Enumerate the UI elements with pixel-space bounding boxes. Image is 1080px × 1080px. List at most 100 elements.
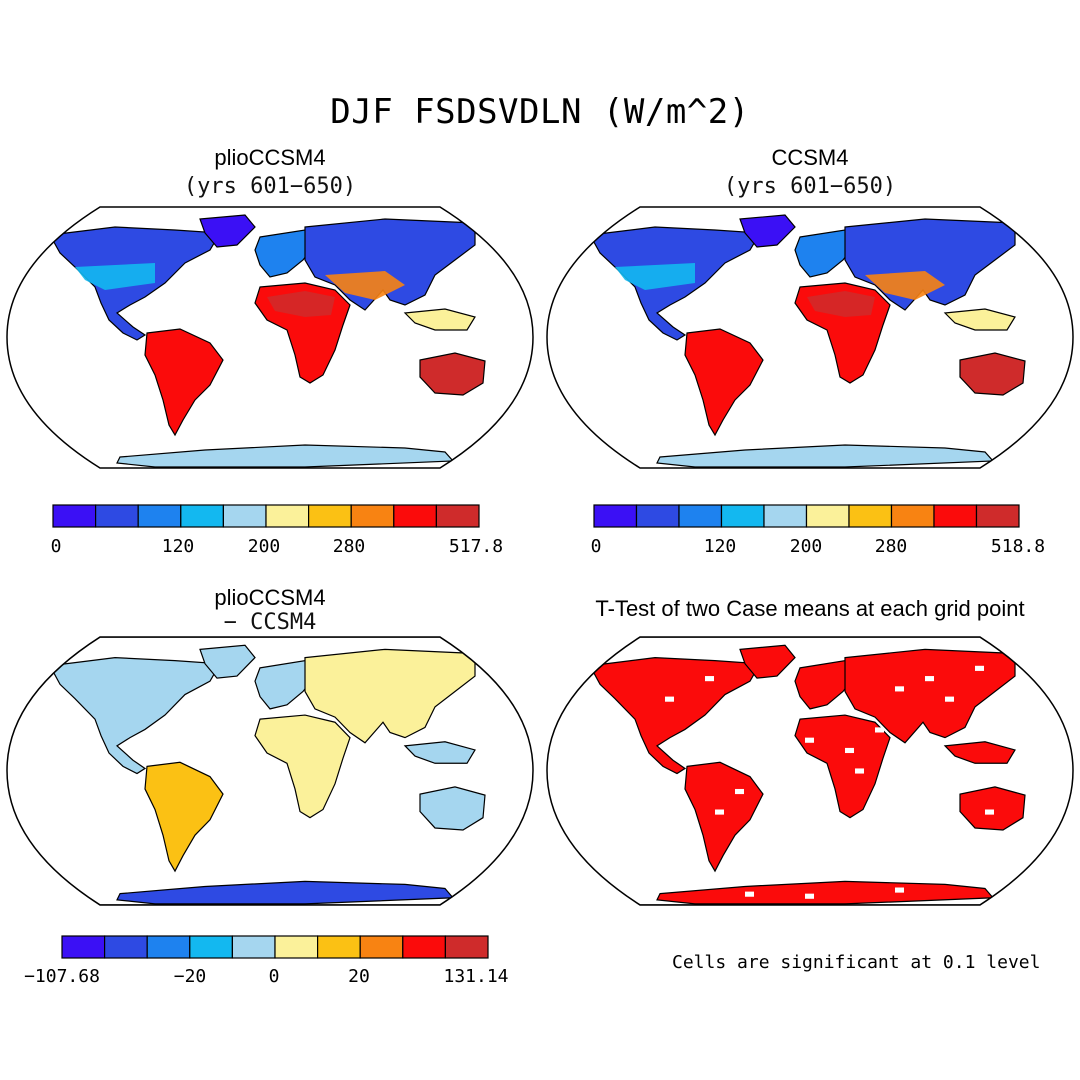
insignificant-cell bbox=[705, 676, 714, 682]
landmass-africa bbox=[794, 714, 891, 819]
cb2-tick-label: 518.8 bbox=[990, 536, 1046, 557]
landmass-asia bbox=[844, 648, 1016, 744]
colorbar-swatch bbox=[146, 935, 191, 959]
landmass-namerica bbox=[49, 656, 222, 775]
colorbar-swatch bbox=[933, 504, 978, 528]
landmass-australia bbox=[959, 786, 1026, 831]
landmass-greenland bbox=[199, 214, 256, 248]
map-frame bbox=[6, 206, 534, 469]
landmass-greenland bbox=[739, 644, 796, 679]
map-panel-plio bbox=[6, 206, 534, 469]
panel-3-title: plioCCSM4 bbox=[214, 585, 326, 610]
map-panel-ttest bbox=[546, 636, 1074, 906]
panel-1-subtitle: (yrs 601−650) bbox=[183, 174, 357, 199]
colorbar-plio bbox=[52, 504, 480, 528]
colorbar-swatch bbox=[274, 935, 319, 959]
map-frame bbox=[6, 636, 534, 906]
landmass-greenland bbox=[199, 644, 256, 679]
colorbar-swatch bbox=[678, 504, 723, 528]
landmass-seasia bbox=[403, 741, 476, 764]
colorbar-swatch bbox=[317, 935, 361, 959]
colorbar-ccsm4 bbox=[593, 504, 1020, 528]
insignificant-cell bbox=[805, 893, 814, 899]
insignificant-cell bbox=[945, 696, 954, 702]
south-asia-band bbox=[865, 271, 945, 300]
landmass-samerica bbox=[144, 328, 224, 437]
map-panel-ccsm4 bbox=[546, 206, 1074, 469]
insignificant-cell bbox=[715, 809, 724, 815]
landmass-asia bbox=[304, 648, 476, 744]
colorbar-swatch bbox=[52, 504, 97, 528]
cb3-tick-label: −107.68 bbox=[24, 966, 100, 987]
landmass-greenland bbox=[739, 214, 796, 248]
colorbar-swatch bbox=[720, 504, 765, 528]
colorbar-swatch bbox=[94, 504, 139, 528]
landmass-antarctica bbox=[656, 880, 995, 905]
colorbar-swatch bbox=[848, 504, 893, 528]
cb3-tick-label: 0 bbox=[268, 966, 280, 987]
landmass-namerica bbox=[589, 656, 762, 775]
insignificant-cell bbox=[925, 676, 934, 682]
map-panel-diff bbox=[6, 636, 534, 906]
colorbar-swatch bbox=[975, 504, 1020, 528]
panel-3-subtitle: − CCSM4 bbox=[223, 610, 317, 635]
colorbar-swatch bbox=[359, 935, 404, 959]
cb2-tick-label: 200 bbox=[789, 536, 823, 557]
cb3-tick-label: −20 bbox=[173, 966, 207, 987]
colorbar-swatch bbox=[231, 935, 276, 959]
colorbar-swatch bbox=[308, 504, 352, 528]
colorbar-diff bbox=[61, 935, 489, 959]
panel-2-subtitle: (yrs 601−650) bbox=[723, 174, 897, 199]
insignificant-cell bbox=[845, 747, 854, 754]
insignificant-cell bbox=[875, 727, 884, 733]
colorbar-swatch bbox=[137, 504, 182, 528]
cb3-tick-label: 20 bbox=[348, 966, 370, 987]
significance-note: Cells are significant at 0.1 level bbox=[672, 952, 1041, 973]
cb2-tick-label: 120 bbox=[703, 536, 737, 557]
cb1-tick-label: 200 bbox=[247, 536, 281, 557]
colorbar-swatch bbox=[180, 504, 225, 528]
colorbar-swatch bbox=[61, 935, 106, 959]
map-frame bbox=[546, 206, 1074, 469]
cb2-tick-label: 0 bbox=[590, 536, 602, 557]
colorbar-swatch bbox=[444, 935, 489, 959]
cb1-tick-label: 0 bbox=[50, 536, 62, 557]
landmass-australia bbox=[959, 352, 1026, 396]
landmass-samerica bbox=[144, 761, 224, 873]
map-frame bbox=[546, 636, 1074, 906]
figure-title: DJF FSDSVDLN (W/m^2) bbox=[330, 92, 750, 132]
cb1-tick-label: 517.8 bbox=[448, 536, 504, 557]
colorbar-swatch bbox=[350, 504, 395, 528]
landmass-antarctica bbox=[116, 444, 455, 468]
insignificant-cell bbox=[895, 686, 904, 692]
sahara-hotspot bbox=[267, 291, 335, 317]
colorbar-swatch bbox=[103, 935, 148, 959]
midlatitude-band bbox=[75, 263, 155, 290]
landmass-seasia bbox=[943, 308, 1016, 331]
landmass-seasia bbox=[943, 741, 1016, 764]
colorbar-swatch bbox=[763, 504, 808, 528]
colorbar-swatch bbox=[890, 504, 935, 528]
insignificant-cell bbox=[665, 696, 674, 702]
colorbar-swatch bbox=[635, 504, 680, 528]
colorbar-swatch bbox=[189, 935, 234, 959]
colorbar-swatch bbox=[265, 504, 310, 528]
cb2-tick-label: 280 bbox=[874, 536, 908, 557]
colorbar-swatch bbox=[222, 504, 267, 528]
landmass-australia bbox=[419, 786, 486, 831]
landmass-antarctica bbox=[116, 880, 455, 905]
landmass-samerica bbox=[684, 328, 764, 437]
panel-1-title: plioCCSM4 bbox=[214, 145, 326, 170]
cb1-tick-label: 120 bbox=[161, 536, 195, 557]
midlatitude-band bbox=[615, 263, 695, 290]
insignificant-cell bbox=[895, 887, 904, 893]
landmass-samerica bbox=[684, 761, 764, 873]
landmass-seasia bbox=[403, 308, 476, 331]
insignificant-cell bbox=[855, 768, 864, 774]
landmass-antarctica bbox=[656, 444, 995, 468]
panel-4-title: T-Test of two Case means at each grid po… bbox=[595, 596, 1025, 621]
colorbar-swatch bbox=[402, 935, 446, 959]
colorbar-swatch bbox=[593, 504, 638, 528]
insignificant-cell bbox=[735, 788, 744, 795]
insignificant-cell bbox=[975, 665, 984, 671]
